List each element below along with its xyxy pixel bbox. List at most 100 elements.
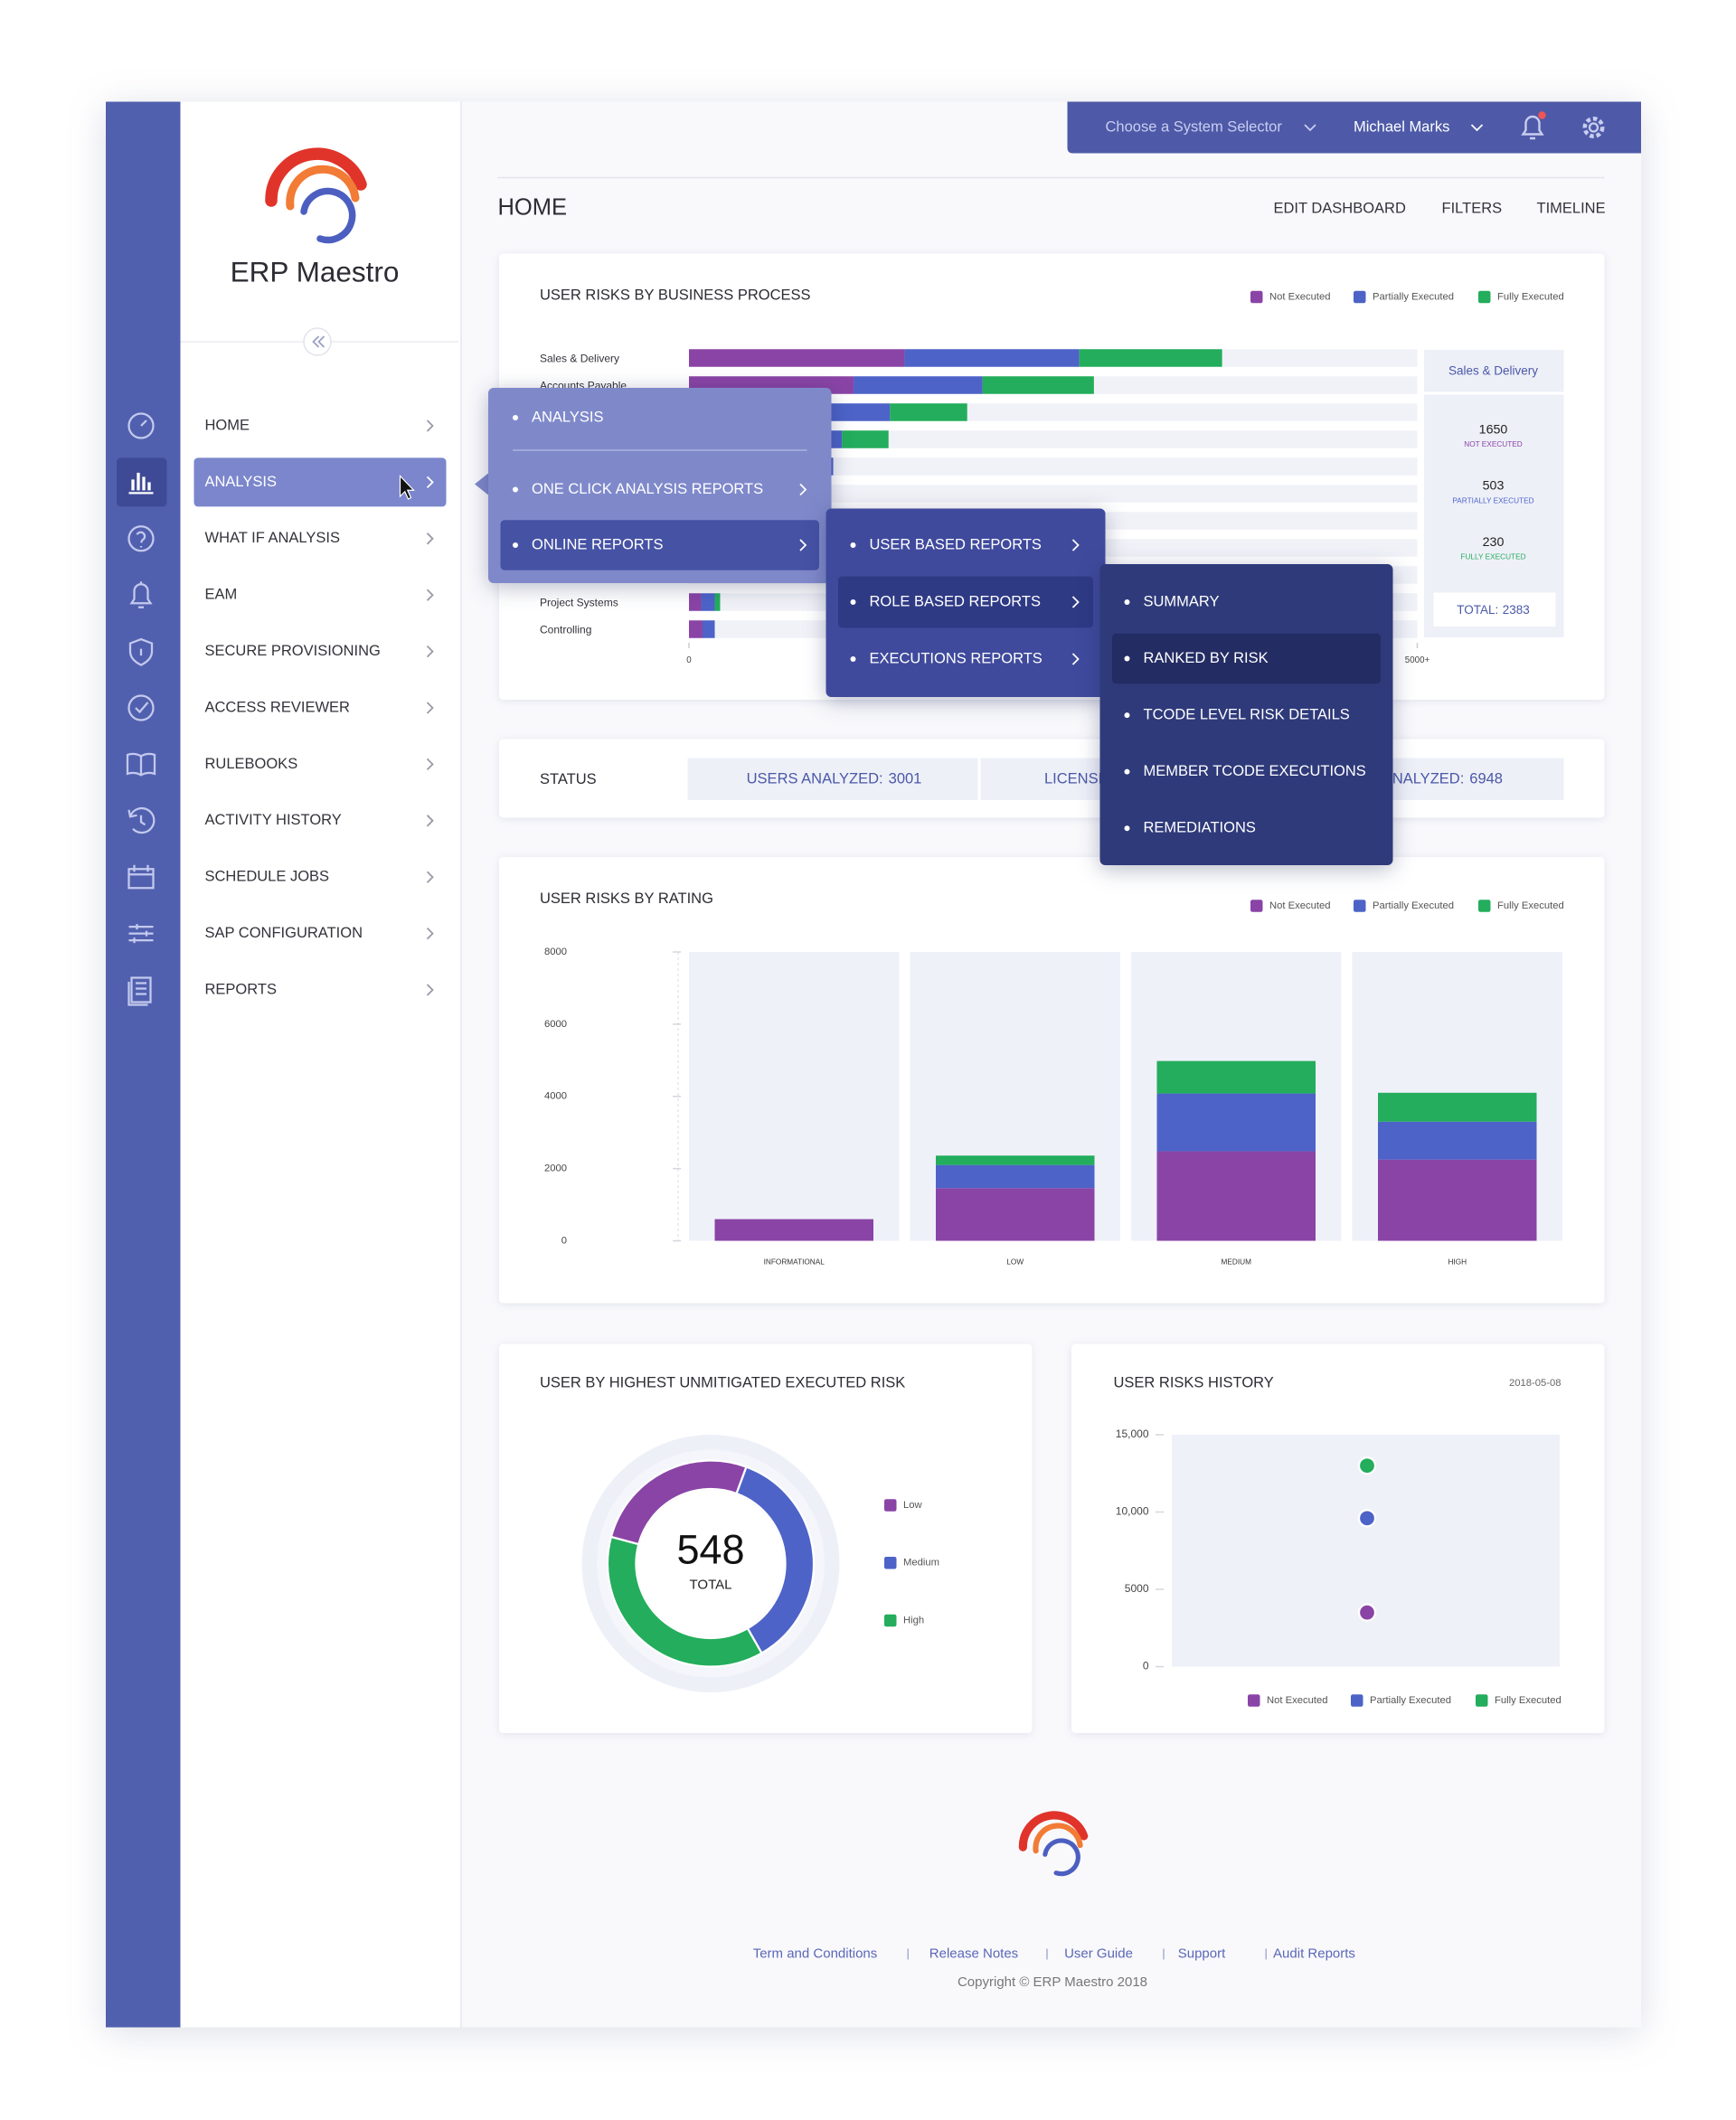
- legend-label: Medium: [903, 1558, 939, 1569]
- system-selector[interactable]: Choose a System Selector: [1106, 118, 1283, 135]
- column-background: [689, 952, 900, 1241]
- x-tick-label: MEDIUM: [1222, 1258, 1252, 1267]
- menu-item[interactable]: EXECUTIONS REPORTS: [870, 650, 1043, 666]
- collapse-icon: [312, 335, 326, 348]
- bar-segment: [842, 430, 889, 448]
- menu-bullet: [513, 542, 518, 549]
- bar-segment: [904, 349, 1080, 367]
- menu-item[interactable]: TCODE LEVEL RISK DETAILS: [1144, 706, 1350, 722]
- page-action[interactable]: TIMELINE: [1537, 200, 1606, 216]
- footer-link[interactable]: Release Notes: [929, 1946, 1018, 1961]
- legend-label: High: [903, 1615, 924, 1625]
- footer-link[interactable]: Term and Conditions: [753, 1946, 878, 1961]
- nav-item[interactable]: ACCESS REVIEWER: [205, 699, 351, 715]
- rail-icon[interactable]: [128, 472, 154, 495]
- status-item: LICENSE: [1044, 771, 1109, 787]
- detail-label: PARTIALLY EXECUTED: [1452, 496, 1533, 504]
- menu-pointer: [475, 473, 488, 495]
- rail-icon[interactable]: [128, 924, 154, 944]
- menu-item[interactable]: SUMMARY: [1144, 593, 1220, 609]
- total-value: 2383: [1503, 603, 1530, 617]
- bar-segment: [1378, 1121, 1537, 1160]
- legend-label: Fully Executed: [1495, 1695, 1561, 1706]
- nav-item[interactable]: RULEBOOKS: [205, 756, 298, 772]
- user-menu[interactable]: Michael Marks: [1354, 118, 1449, 135]
- chevron: [426, 476, 434, 489]
- collapse-button[interactable]: [303, 327, 332, 356]
- nav-item[interactable]: HOME: [205, 417, 250, 433]
- legend-swatch: [1476, 1694, 1488, 1707]
- detail-value: 230: [1483, 535, 1505, 550]
- footer-link[interactable]: Audit Reports: [1273, 1946, 1355, 1961]
- rail-icon[interactable]: [127, 864, 155, 890]
- nav-item[interactable]: SCHEDULE JOBS: [205, 869, 330, 885]
- cursor: [399, 475, 415, 500]
- menu-bullet: [1124, 655, 1130, 662]
- menu-bullet: [513, 415, 518, 421]
- nav-item[interactable]: ANALYSIS: [205, 474, 277, 490]
- nav-item[interactable]: REPORTS: [205, 981, 277, 997]
- chevron: [426, 532, 434, 545]
- legend-label: Not Executed: [1269, 291, 1331, 302]
- icon-shape: [128, 924, 154, 944]
- detail-total: TOTAL: 2383: [1457, 603, 1530, 617]
- footer-link[interactable]: User Guide: [1064, 1946, 1133, 1961]
- rail-icon[interactable]: [127, 412, 155, 439]
- y-tick-label: 6000: [544, 1019, 567, 1030]
- rail-icon[interactable]: [127, 976, 152, 1006]
- icon-shape: [127, 976, 152, 1006]
- logo-arc-orange: [1033, 1823, 1083, 1854]
- menu-item[interactable]: USER BASED REPORTS: [870, 536, 1042, 552]
- nav-item[interactable]: SAP CONFIGURATION: [205, 925, 363, 941]
- nav-active: [193, 457, 447, 507]
- logo-arc-blue: [300, 187, 356, 244]
- rail-icon[interactable]: [127, 806, 156, 834]
- page-action[interactable]: EDIT DASHBOARD: [1274, 200, 1406, 216]
- legend-swatch: [1478, 900, 1491, 912]
- icon-shape: [129, 581, 153, 608]
- menu-item[interactable]: REMEDIATIONS: [1144, 820, 1256, 836]
- bar-segment: [714, 1219, 873, 1241]
- rail-icon[interactable]: [127, 694, 155, 721]
- legend-swatch: [1354, 900, 1366, 912]
- chevron: [426, 815, 434, 827]
- detail-total-box: [1433, 592, 1556, 627]
- category-label: Controlling: [540, 624, 591, 636]
- rail-icon[interactable]: [126, 752, 156, 777]
- detail-panel: [1424, 350, 1564, 638]
- menu-item[interactable]: MEMBER TCODE EXECUTIONS: [1144, 763, 1366, 779]
- footer-link[interactable]: Support: [1178, 1946, 1226, 1961]
- rail-icon[interactable]: [128, 637, 154, 666]
- status-title: STATUS: [540, 771, 597, 787]
- legend-swatch: [1250, 290, 1263, 304]
- notifications[interactable]: [1521, 115, 1544, 140]
- settings[interactable]: [1582, 117, 1605, 139]
- icon-shape: [127, 864, 155, 890]
- nav-item[interactable]: ACTIVITY HISTORY: [205, 812, 342, 828]
- icon-shape: [140, 419, 147, 427]
- y-tick-label: 8000: [544, 947, 567, 957]
- menu-item[interactable]: ROLE BASED REPORTS: [870, 593, 1042, 609]
- detail-label: NOT EXECUTED: [1464, 440, 1523, 448]
- menu-active: [1112, 633, 1381, 684]
- bar-track: [689, 485, 1418, 503]
- nav-item[interactable]: SECURE PROVISIONING: [205, 643, 381, 659]
- chevron: [426, 871, 434, 883]
- bar-segment: [689, 349, 905, 367]
- icon-shape: [127, 806, 156, 834]
- bell-icon: [1521, 115, 1544, 140]
- menu-item[interactable]: ONE CLICK ANALYSIS REPORTS: [532, 481, 763, 497]
- chevron: [426, 589, 434, 601]
- menu-item[interactable]: RANKED BY RISK: [1144, 650, 1269, 666]
- menu-item[interactable]: ONLINE REPORTS: [532, 536, 663, 552]
- chevron-down: [1470, 124, 1484, 132]
- rail-icon[interactable]: [127, 525, 155, 552]
- nav-item[interactable]: EAM: [205, 587, 238, 603]
- rail-icon[interactable]: [129, 581, 153, 608]
- legend-swatch: [884, 1557, 897, 1569]
- page-action[interactable]: FILTERS: [1442, 200, 1503, 216]
- nav-item[interactable]: WHAT IF ANALYSIS: [205, 530, 340, 546]
- status-value: 6948: [1469, 771, 1503, 787]
- status-label: LICENSE: [1044, 771, 1109, 787]
